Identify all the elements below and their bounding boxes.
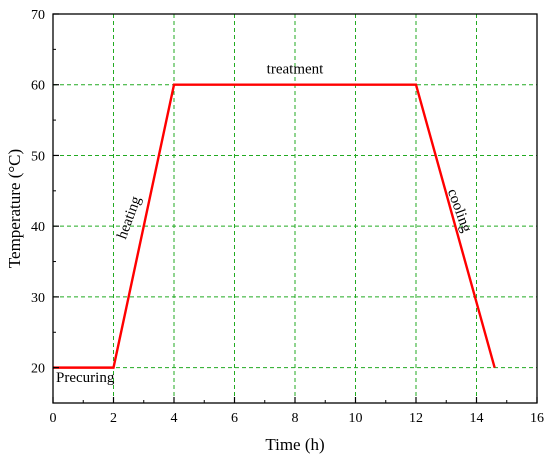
- y-tick-label: 50: [31, 149, 45, 164]
- x-tick-label: 14: [470, 411, 484, 426]
- tick-labels: 0 2 4 6 8 10 12 14 16 20 30 40 50 60 70: [31, 8, 544, 426]
- y-tick-label: 60: [31, 79, 45, 94]
- x-tick-label: 16: [530, 411, 544, 426]
- x-tick-label: 10: [349, 411, 363, 426]
- x-tick-label: 4: [171, 411, 178, 426]
- x-tick-label: 6: [231, 411, 238, 426]
- x-axis-title: Time (h): [265, 435, 324, 454]
- grid: [53, 14, 537, 403]
- x-tick-label: 8: [292, 411, 299, 426]
- annotation-cooling: cooling: [444, 187, 475, 235]
- y-tick-label: 30: [31, 291, 45, 306]
- y-tick-label: 40: [31, 220, 45, 235]
- annotation-heating: heating: [114, 194, 144, 241]
- annotations: Precuring heating treatment cooling: [56, 61, 474, 385]
- y-axis-title: Temperature (°C): [5, 149, 24, 268]
- x-tick-label: 12: [409, 411, 423, 426]
- x-tick-label: 0: [50, 411, 57, 426]
- annotation-treatment: treatment: [267, 61, 324, 77]
- y-tick-label: 70: [31, 8, 45, 23]
- y-tick-label: 20: [31, 362, 45, 377]
- annotation-precuring: Precuring: [56, 370, 115, 386]
- ticks: [52, 13, 538, 404]
- x-tick-label: 2: [110, 411, 117, 426]
